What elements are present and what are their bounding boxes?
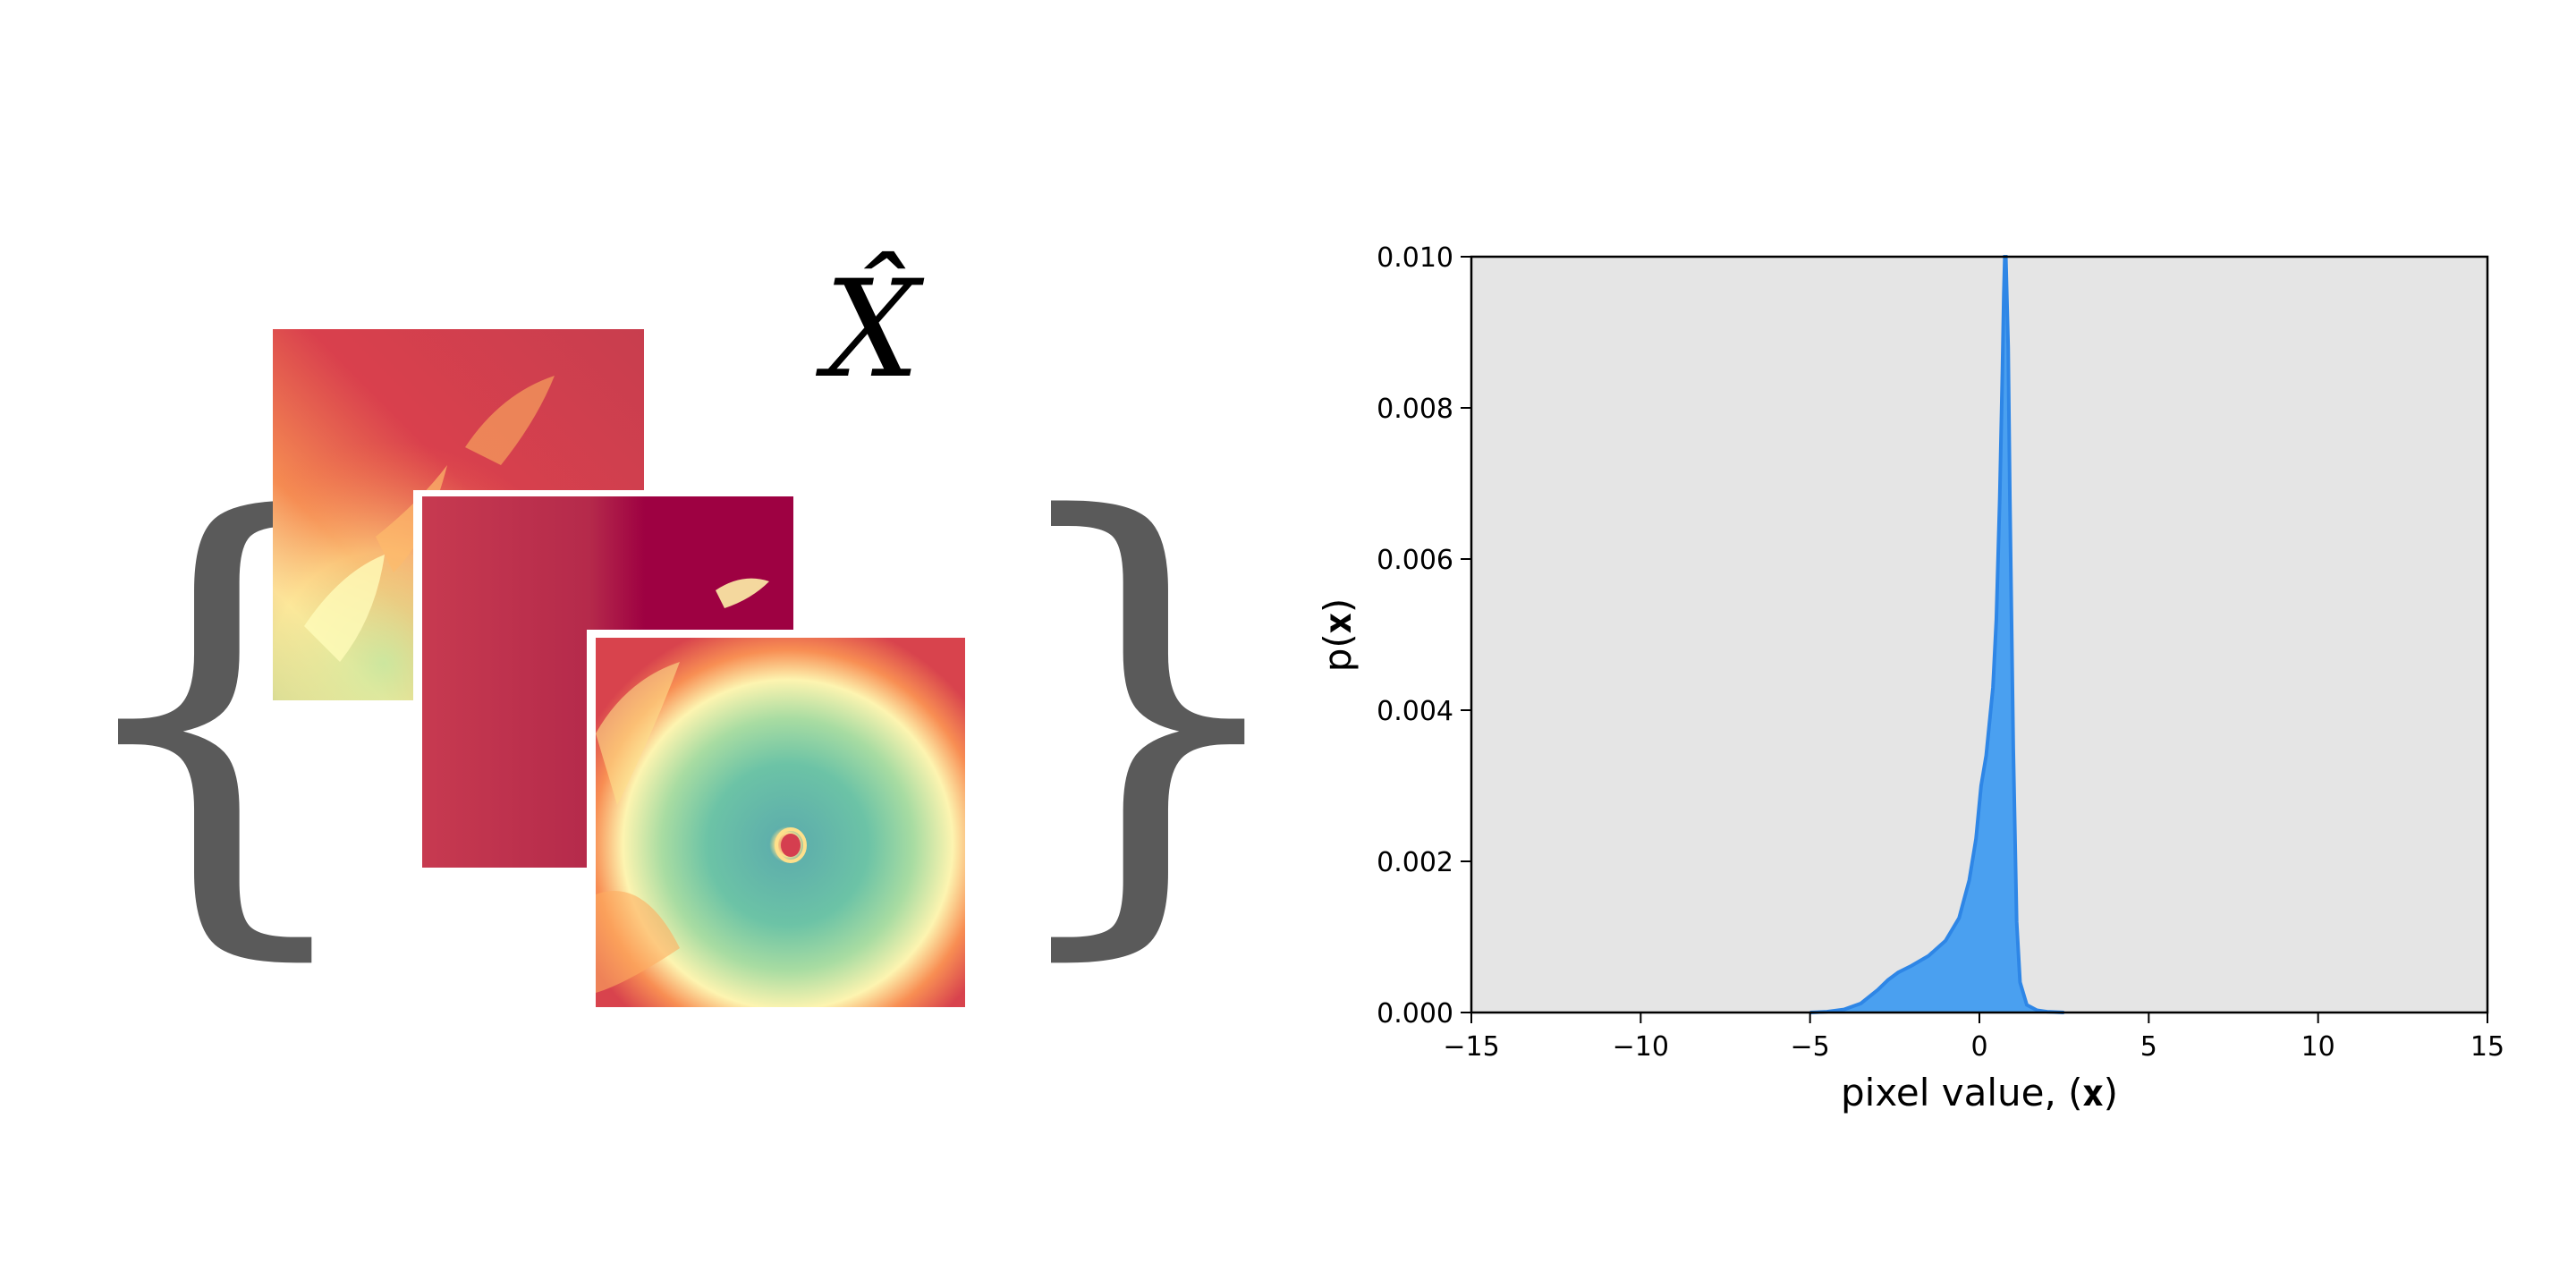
y-tick-label: 0.008 <box>1377 394 1453 425</box>
y-tick-label: 0.004 <box>1377 696 1453 727</box>
x-tick-label: 10 <box>2301 1031 2335 1063</box>
y-axis-label: p(𝐱) <box>1316 598 1360 673</box>
density-area-0 <box>1809 257 2064 1013</box>
x-tick-label: 5 <box>2140 1031 2157 1063</box>
y-axis: 0.000 0.002 0.004 0.006 0.008 0.010 <box>1377 242 1471 1030</box>
x-hat-symbol: X̂ <box>816 251 925 408</box>
x-tick-label: −10 <box>1613 1031 1669 1063</box>
x-axis: −15 −10 −5 0 5 10 15 <box>1443 1013 2504 1063</box>
x-tick-label: 0 <box>1970 1031 1987 1063</box>
density-chart: −15 −10 −5 0 5 10 15 0.000 0.002 0.004 0.006 0.008… <box>1316 242 2504 1114</box>
image-stack-panel: { } X̂ <box>55 251 1307 1014</box>
x-tick-label: −15 <box>1443 1031 1499 1063</box>
density-line-0 <box>1809 255 2064 1014</box>
chart-marks <box>1809 255 2064 1014</box>
y-tick-label: 0.002 <box>1377 847 1453 878</box>
y-tick-label: 0.010 <box>1377 242 1453 274</box>
x-axis-label: pixel value, (𝐱) <box>1841 1071 2118 1114</box>
y-tick-label: 0.006 <box>1377 545 1453 576</box>
x-tick-label: 15 <box>2470 1031 2504 1063</box>
x-tick-label: −5 <box>1791 1031 1830 1063</box>
close-brace: } <box>988 417 1307 1000</box>
hurricane-image <box>587 630 971 1014</box>
y-tick-label: 0.000 <box>1377 998 1453 1030</box>
